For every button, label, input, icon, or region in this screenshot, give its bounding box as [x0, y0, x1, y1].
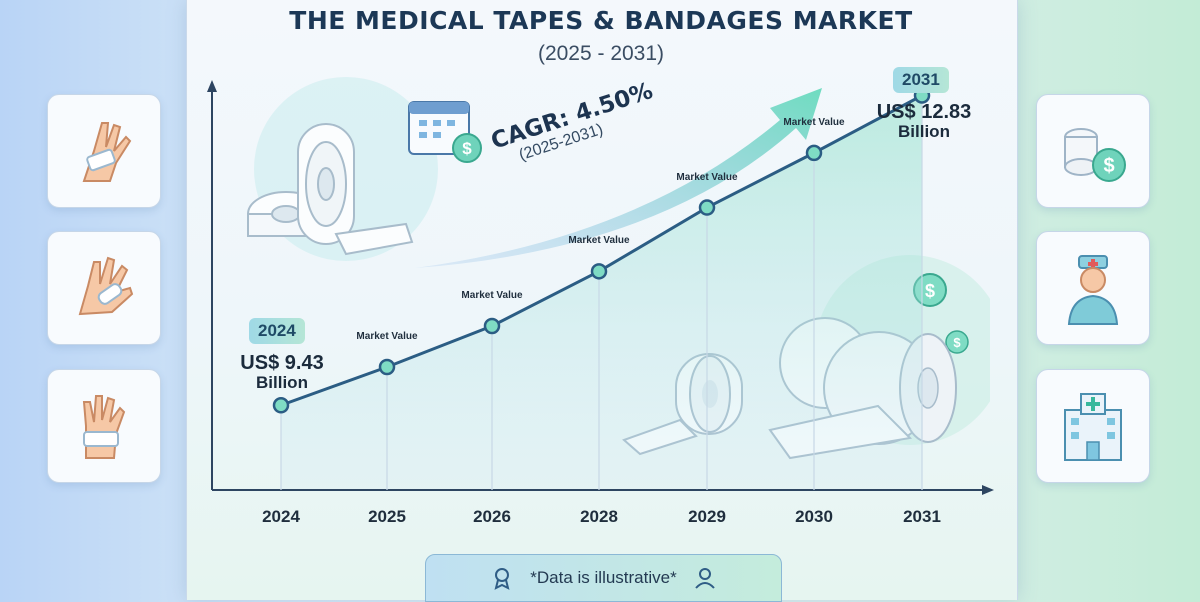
nurse-icon	[1067, 255, 1119, 325]
end-year-badge: 2031	[893, 67, 949, 93]
end-value-label: US$ 12.83 Billion	[860, 101, 988, 142]
point-label-2030: Market Value	[783, 116, 845, 128]
award-icon	[494, 568, 510, 590]
plaster-hand-card	[47, 231, 161, 345]
user-icon	[694, 568, 715, 589]
point-label-2028: Market Value	[568, 235, 630, 247]
bandaged-wrist-icon	[82, 122, 132, 182]
calendar-dollar-icon: $	[408, 101, 482, 163]
x-tick-label-2024: 2024	[262, 507, 300, 526]
bandaged-palm-card	[47, 369, 161, 483]
nurse-card	[1036, 231, 1150, 345]
data-point-2025	[378, 358, 396, 376]
footer-note: *Data is illustrative*	[530, 568, 677, 587]
x-axis-arrowhead	[982, 485, 994, 495]
start-amount: US$ 9.43	[240, 352, 324, 374]
x-tick-label-2028: 2028	[580, 507, 618, 526]
page-subtitle: (2025 - 2031)	[537, 42, 665, 65]
svg-text:$: $	[1103, 155, 1114, 177]
tape-dollar-card: $	[1036, 94, 1150, 208]
data-point-2029	[698, 199, 716, 216]
tape-rolls-illustration	[247, 77, 438, 261]
page-title: THE MEDICAL TAPES & BANDAGES MARKET	[289, 6, 913, 35]
hospital-icon	[1064, 393, 1122, 461]
point-label-2025: Market Value	[356, 331, 418, 342]
data-point-2026	[483, 317, 501, 335]
x-tick-label-2029: 2029	[688, 507, 726, 526]
data-point-2028	[590, 263, 608, 280]
x-tick-label-2031: 2031	[903, 507, 941, 526]
x-tick-label-2030: 2030	[795, 507, 833, 526]
end-amount: US$ 12.83	[876, 101, 972, 123]
svg-text:$: $	[925, 281, 935, 301]
data-point-2030	[805, 144, 823, 162]
bandaged-wrist-card	[47, 94, 161, 208]
x-tick-label-2025: 2025	[368, 507, 406, 526]
bandaged-palm-icon	[82, 395, 126, 459]
start-unit: Billion	[256, 373, 308, 392]
hospital-card	[1036, 369, 1150, 483]
start-value-label: US$ 9.43 Billion	[222, 352, 342, 393]
data-point-2024	[272, 397, 290, 414]
chart-area-fill	[281, 95, 922, 490]
tape-roll-dollar-icon: $	[1064, 128, 1126, 182]
end-unit: Billion	[898, 122, 950, 141]
footer-banner: *Data is illustrative*	[425, 554, 782, 602]
cagr-trend-arrow	[415, 88, 822, 268]
x-tick-label-2026: 2026	[473, 507, 511, 526]
start-year-badge: 2024	[249, 318, 305, 344]
plaster-hand-icon	[78, 256, 134, 316]
point-label-2029: Market Value	[676, 171, 738, 183]
y-axis-arrowhead	[207, 80, 217, 92]
svg-text:$: $	[953, 335, 961, 350]
svg-text:$: $	[462, 139, 472, 158]
point-label-2026: Market Value	[461, 290, 523, 301]
